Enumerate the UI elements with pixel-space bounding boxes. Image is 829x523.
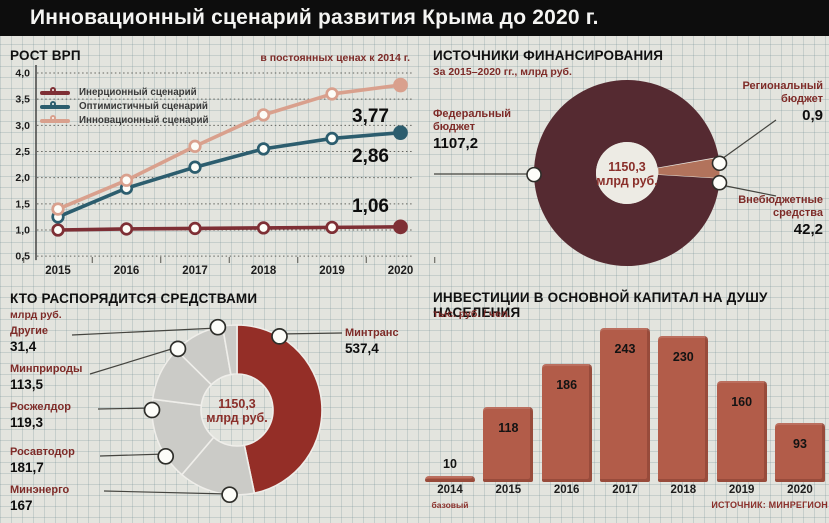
bar: 160 <box>716 320 767 482</box>
regional-budget-label: Региональный бюджет 0,9 <box>742 80 823 124</box>
bar-year-label: 2014 <box>437 484 463 496</box>
svg-text:2,5: 2,5 <box>15 146 30 158</box>
off-budget-funds-label: Внебюджетные средства 42,2 <box>738 194 823 238</box>
investment-panel: ИНВЕСТИЦИИ В ОСНОВНОЙ КАПИТАЛ НА ДУШУ НА… <box>420 283 829 523</box>
svg-text:1,5: 1,5 <box>15 198 30 210</box>
gdp-growth-panel: РОСТ ВРП в постоянных ценах к 2014 г. 4,… <box>0 36 436 283</box>
bar: 186 <box>541 320 592 482</box>
svg-text:2020: 2020 <box>388 265 414 277</box>
bar: 243 <box>599 320 650 482</box>
svg-text:3,5: 3,5 <box>15 94 30 106</box>
bar-year-label: 2019 <box>728 484 755 496</box>
source-note: ИСТОЧНИК: МИНРЕГИОН <box>711 500 828 510</box>
svg-text:2015: 2015 <box>45 265 71 277</box>
roszheldor-label: Росжелдор 119,3 <box>10 401 71 430</box>
rosavtodor-label: Росавтодор 181,7 <box>10 446 75 475</box>
bar: 10 <box>425 320 475 482</box>
financing-sources-panel: ИСТОЧНИКИ ФИНАНСИРОВАНИЯ За 2015–2020 гг… <box>420 36 829 283</box>
managers-chart-title: КТО РАСПОРЯДИТСЯ СРЕДСТВАМИ <box>10 291 258 306</box>
legend-label: Инновационный сценарий <box>79 115 209 126</box>
svg-text:2018: 2018 <box>251 265 277 277</box>
svg-text:0,5: 0,5 <box>15 251 30 263</box>
bar: 230 <box>658 320 709 482</box>
legend-item-inertial: Инерционный сценарий <box>40 86 209 99</box>
legend-item-optimistic: Оптимистичный сценарий <box>40 100 209 113</box>
investment-bar-chart: 10 118 186 243 230 160 93 <box>425 320 825 482</box>
minenergo-label: Минэнерго 167 <box>10 484 70 513</box>
minprirody-label: Минприроды 113,5 <box>10 363 83 392</box>
bar-value-label: 243 <box>614 342 636 356</box>
managers-chart-subtitle: млрд руб. <box>10 309 62 321</box>
bar-year-label: 2017 <box>612 484 638 496</box>
svg-text:1,0: 1,0 <box>15 225 30 237</box>
invest-chart-subtitle: тыс. руб. / чел. <box>433 308 511 320</box>
bar: 118 <box>483 320 534 482</box>
sources-chart-title: ИСТОЧНИКИ ФИНАНСИРОВАНИЯ <box>433 48 664 63</box>
federal-budget-label: Федеральный бюджет 1107,2 <box>433 108 511 152</box>
inertial-end-value: 1,06 <box>352 196 389 217</box>
bar-year-label: 2018 <box>670 484 697 496</box>
optimistic-end-value: 2,86 <box>352 146 389 167</box>
sources-chart-subtitle: За 2015–2020 гг., млрд руб. <box>433 66 572 78</box>
fund-managers-panel: КТО РАСПОРЯДИТСЯ СРЕДСТВАМИ млрд руб. Др… <box>0 283 420 523</box>
gdp-chart-title: РОСТ ВРП <box>10 48 81 63</box>
svg-text:2,0: 2,0 <box>15 172 30 184</box>
inertial-line-swatch-icon <box>40 87 70 95</box>
bar-value-label: 93 <box>793 437 807 451</box>
gdp-chart-subtitle: в постоянных ценах к 2014 г. <box>260 52 410 64</box>
bar-value-label: 230 <box>672 350 694 364</box>
bar-value-label: 118 <box>498 421 519 435</box>
bar-value-label: 10 <box>443 457 457 471</box>
managers-donut-total: 1150,3 млрд руб. <box>206 397 268 425</box>
bar-value-label: 186 <box>556 378 578 392</box>
svg-text:4,0: 4,0 <box>15 68 30 80</box>
managers-donut-chart <box>71 318 343 504</box>
innovative-end-value: 3,77 <box>352 106 389 127</box>
mintrans-label: Минтранс 537,4 <box>345 327 399 356</box>
legend-label: Инерционный сценарий <box>79 87 197 98</box>
bar-year-label: 2015 <box>495 484 522 496</box>
bar: 93 <box>774 320 825 482</box>
sources-donut-total: 1150,3 млрд руб. <box>596 160 658 188</box>
gdp-legend: Инерционный сценарий Оптимистичный сцена… <box>40 86 209 128</box>
bar-year-label: 2016 <box>553 484 580 496</box>
bar-value-label: 160 <box>731 395 753 409</box>
bar-year-label: 2020 <box>787 484 813 496</box>
base-year-note: базовый <box>431 500 469 510</box>
legend-label: Оптимистичный сценарий <box>79 101 208 112</box>
legend-item-innovative: Инновационный сценарий <box>40 114 209 127</box>
innovative-line-swatch-icon <box>40 115 70 123</box>
gdp-line-chart: 4,0 3,5 3,0 2,5 2,0 1,5 1,0 0,5 2015 2016 2017 2018… <box>15 65 436 277</box>
svg-text:2017: 2017 <box>182 265 208 277</box>
others-label: Другие 31,4 <box>10 325 48 354</box>
sources-donut-chart <box>434 80 777 267</box>
bar-year-axis: 2014 2015 2016 2017 2018 2019 2020 <box>425 484 825 496</box>
invest-chart-title: ИНВЕСТИЦИИ В ОСНОВНОЙ КАПИТАЛ НА ДУШУ НА… <box>433 290 768 320</box>
svg-text:2019: 2019 <box>319 265 345 277</box>
poster-title: Инновационный сценарий развития Крыма до… <box>30 6 599 29</box>
optimistic-line-swatch-icon <box>40 101 70 109</box>
svg-text:3,0: 3,0 <box>15 120 30 132</box>
poster-title-bar: Инновационный сценарий развития Крыма до… <box>0 0 829 36</box>
svg-text:2016: 2016 <box>114 265 140 277</box>
